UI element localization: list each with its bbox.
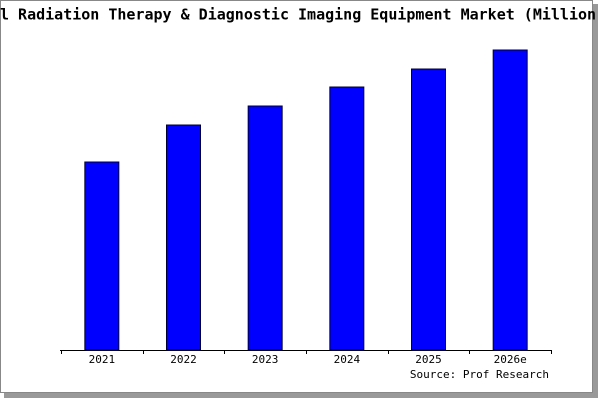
x-tick-label: 2026e (494, 353, 527, 366)
x-tick-label: 2024 (334, 353, 361, 366)
bar (411, 68, 446, 351)
x-tick-label: 2021 (89, 353, 116, 366)
x-tick-label: 2023 (252, 353, 279, 366)
x-tick-label: 2025 (415, 353, 442, 366)
bar (84, 161, 120, 351)
x-tick-label: 2022 (170, 353, 197, 366)
bar (247, 105, 283, 351)
chart-title: l Radiation Therapy & Diagnostic Imaging… (0, 6, 596, 24)
bar (166, 124, 201, 351)
source: Source: Prof Research (410, 368, 549, 381)
bar (329, 86, 365, 351)
bar (492, 49, 528, 351)
